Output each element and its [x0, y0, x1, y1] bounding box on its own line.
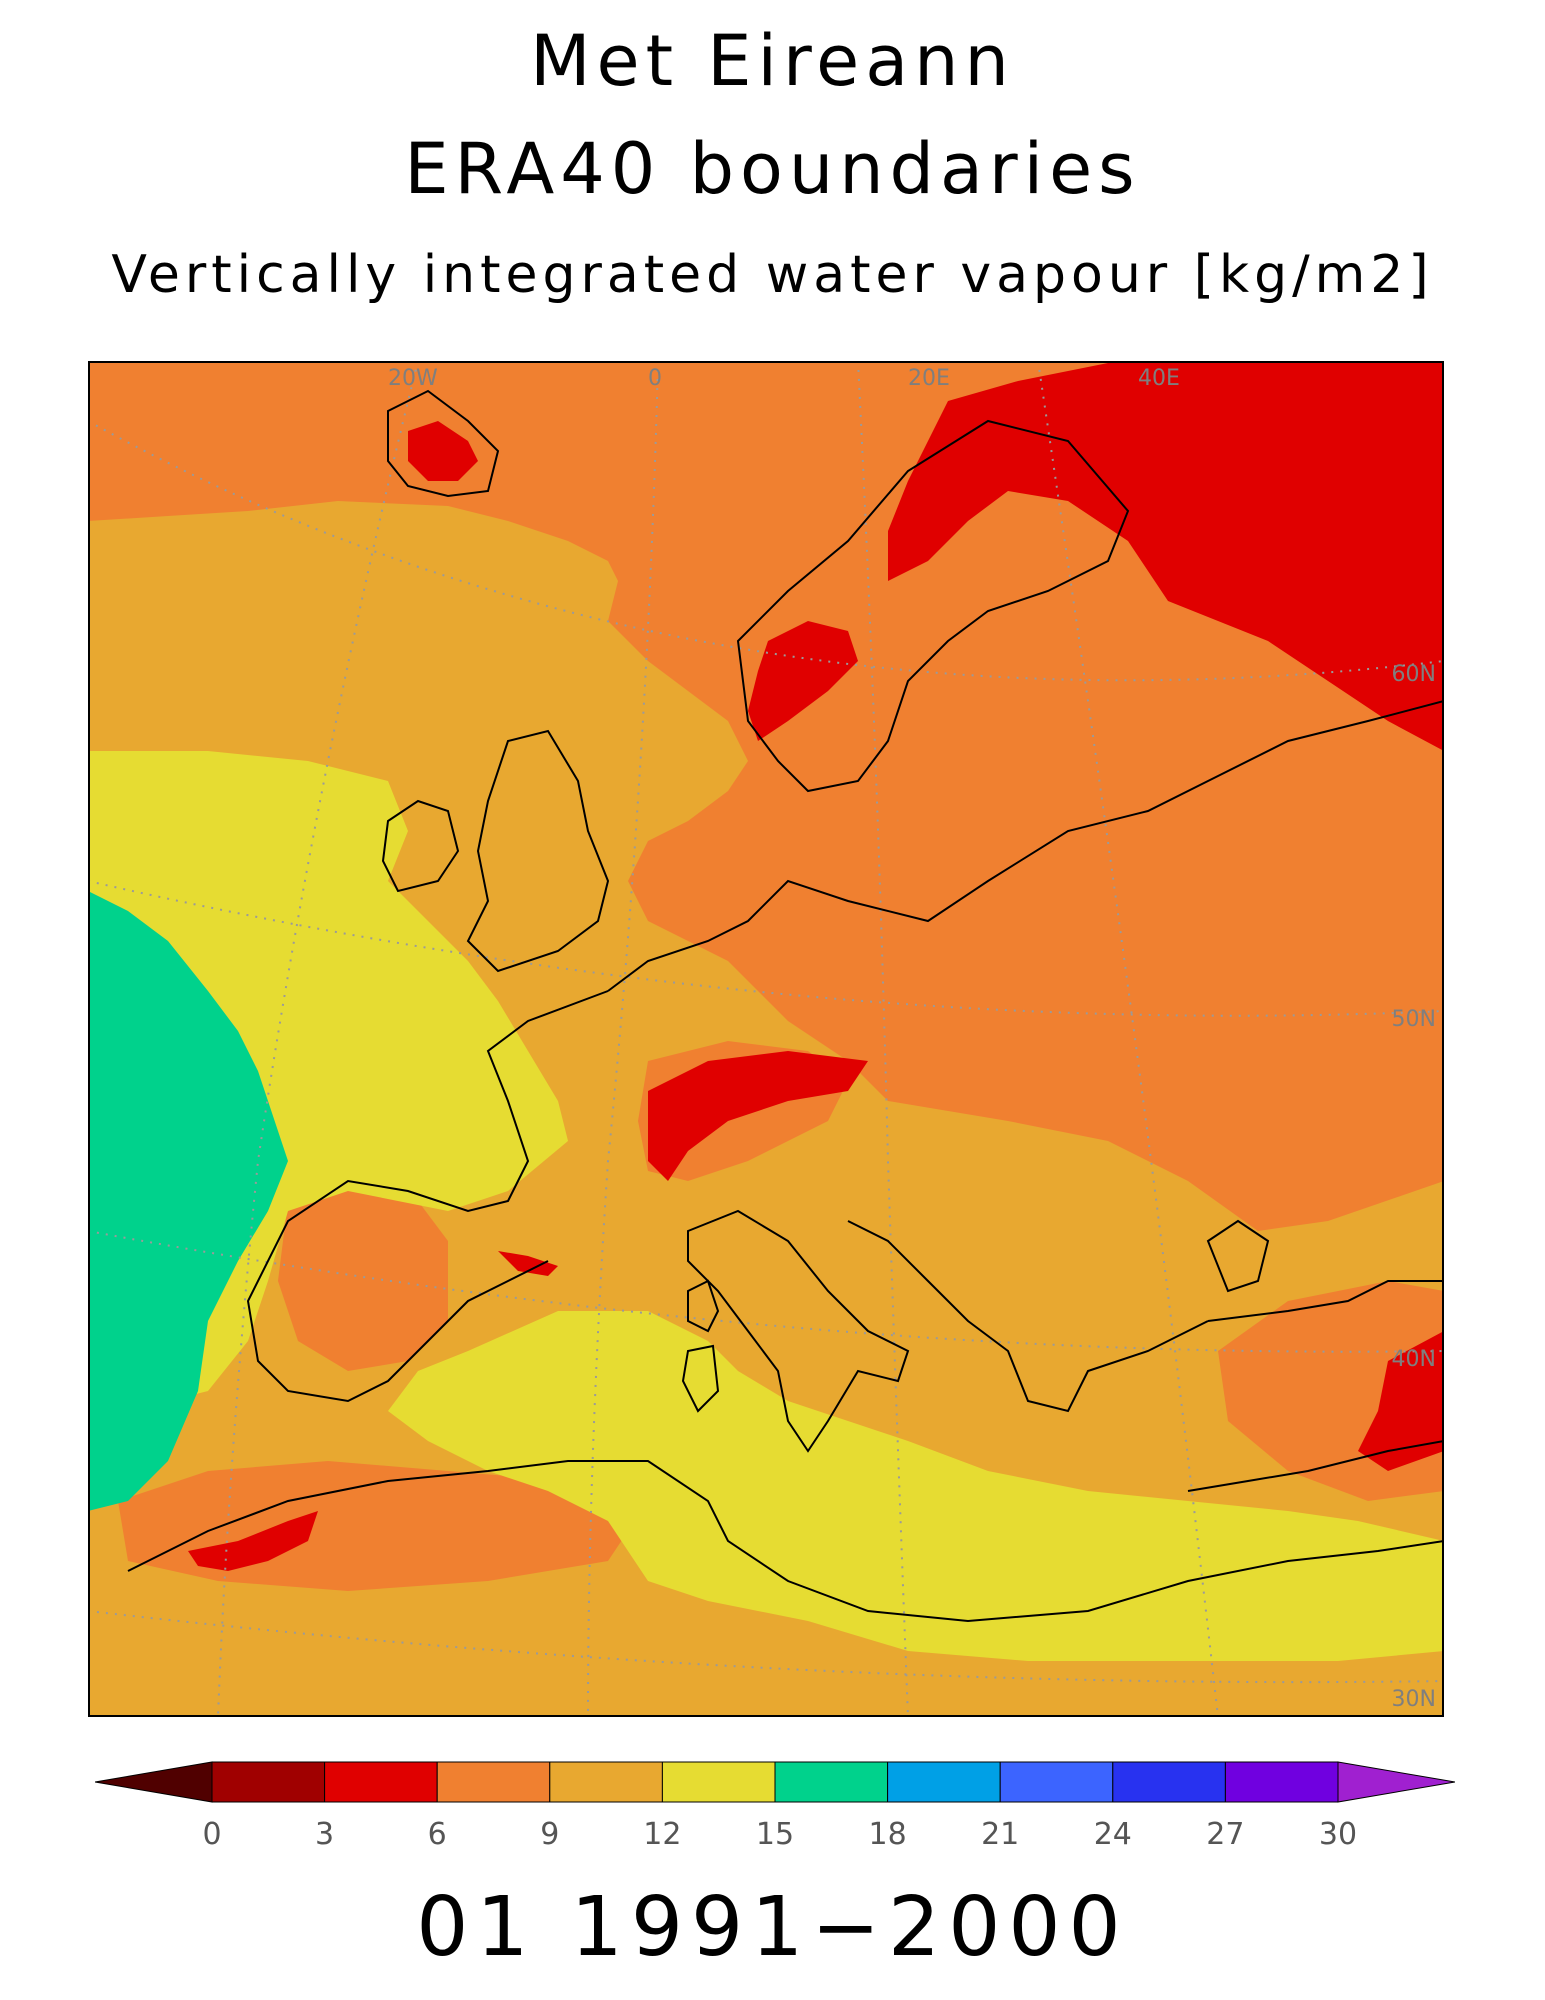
- band-3-6-norway: [748, 621, 858, 741]
- parallel-30n: [88, 1610, 1444, 1684]
- lon-label-20w: 20W: [388, 366, 438, 391]
- colorbar-tick-27: 27: [1206, 1817, 1244, 1852]
- lon-label-40e: 40E: [1138, 366, 1180, 391]
- coast-anatolia: [1187, 1280, 1444, 1492]
- coast-ireland: [381, 799, 460, 893]
- colorbar-bin-24-27: [1112, 1761, 1226, 1803]
- meridian-0: [587, 361, 659, 1717]
- band-3-6-scandinavia-russia: [888, 361, 1444, 751]
- band-6-9-north-east: [88, 361, 1444, 1717]
- period-label: 01 1991−2000: [416, 1880, 1129, 1975]
- band-3-6-anatolia: [1358, 1331, 1444, 1471]
- colorbar-bin-15-18: [774, 1761, 889, 1803]
- lat-label-50n: 50N: [1392, 1007, 1436, 1032]
- coast-italy: [687, 1209, 910, 1453]
- coast-north-africa: [127, 1460, 1444, 1623]
- band-3-6-alps: [648, 1051, 868, 1181]
- map-frame: [88, 361, 1444, 1717]
- lon-label-0: 0: [648, 366, 662, 391]
- band-12-15-mediterranean: [388, 1311, 1444, 1661]
- colorbar-tick-18: 18: [869, 1817, 907, 1852]
- coast-france-iberia: [246, 990, 609, 1403]
- title-line-2: ERA40 boundaries: [404, 128, 1141, 210]
- colorbar-tick-6: 6: [428, 1817, 447, 1852]
- colorbar-tick-24: 24: [1094, 1817, 1132, 1852]
- title-line-1: Met Eireann: [530, 20, 1015, 102]
- colorbar-bin-3-6: [324, 1761, 438, 1803]
- lat-label-60n: 60N: [1392, 662, 1436, 687]
- colorbar-tick-12: 12: [643, 1817, 681, 1852]
- colorbar-tick-21: 21: [981, 1817, 1019, 1852]
- colorbar-bin-18-21: [887, 1761, 1001, 1803]
- colorbar-bin-21-24: [999, 1761, 1114, 1803]
- title-variable: Vertically integrated water vapour [kg/m…: [111, 245, 1434, 305]
- colorbar: 0 3 6 9 12 15 18 21 24 27 30: [95, 1761, 1455, 1852]
- colorbar-tick-15: 15: [756, 1817, 794, 1852]
- meridian-20w: [217, 361, 419, 1717]
- coast-corsica-sardinia: [681, 1279, 720, 1413]
- colorbar-bins: [211, 1761, 1339, 1803]
- coast-iceland: [387, 389, 500, 498]
- coast-caspian: [1206, 1219, 1270, 1293]
- colorbar-tick-30: 30: [1319, 1817, 1357, 1852]
- coast-continent: [607, 700, 1444, 992]
- colorbar-bin-0-3: [211, 1761, 326, 1803]
- coastlines: [127, 389, 1444, 1623]
- lat-label-30n: 30N: [1392, 1687, 1436, 1712]
- lat-label-40n: 40N: [1392, 1347, 1436, 1372]
- latitude-labels: 60N 50N 40N 30N: [1392, 662, 1436, 1712]
- water-vapour-map: 20W 0 20E 40E 60N 50N 40N 30N: [88, 361, 1444, 1717]
- band-3-6-atlas: [188, 1511, 318, 1571]
- colorbar-bin-27-30: [1224, 1761, 1339, 1803]
- graticule: [88, 361, 1444, 1717]
- colorbar-tick-3: 3: [315, 1817, 334, 1852]
- meridian-20e: [857, 361, 909, 1717]
- colorbar-tick-0: 0: [202, 1817, 221, 1852]
- coast-balkans: [847, 1220, 1209, 1413]
- coast-great-britain: [466, 729, 610, 973]
- lon-label-20e: 20E: [908, 366, 950, 391]
- colorbar-tick-9: 9: [540, 1817, 559, 1852]
- colorbar-under-arrow: [95, 1761, 213, 1803]
- colorbar-bin-9-12: [549, 1761, 663, 1803]
- band-15-18-west: [88, 891, 288, 1511]
- colorbar-tick-labels: 0 3 6 9 12 15 18 21 24 27 30: [202, 1817, 1357, 1852]
- colorbar-bin-6-9: [436, 1761, 551, 1803]
- colorbar-over-arrow: [1337, 1761, 1455, 1803]
- band-3-6-iceland: [408, 421, 478, 481]
- meridian-40e: [1037, 361, 1219, 1717]
- band-3-6-pyrenees: [498, 1251, 558, 1276]
- longitude-labels: 20W 0 20E 40E: [388, 366, 1180, 391]
- colorbar-bin-12-15: [661, 1761, 776, 1803]
- band-6-9-iberia: [278, 1181, 448, 1371]
- coast-scandinavia: [736, 419, 1130, 793]
